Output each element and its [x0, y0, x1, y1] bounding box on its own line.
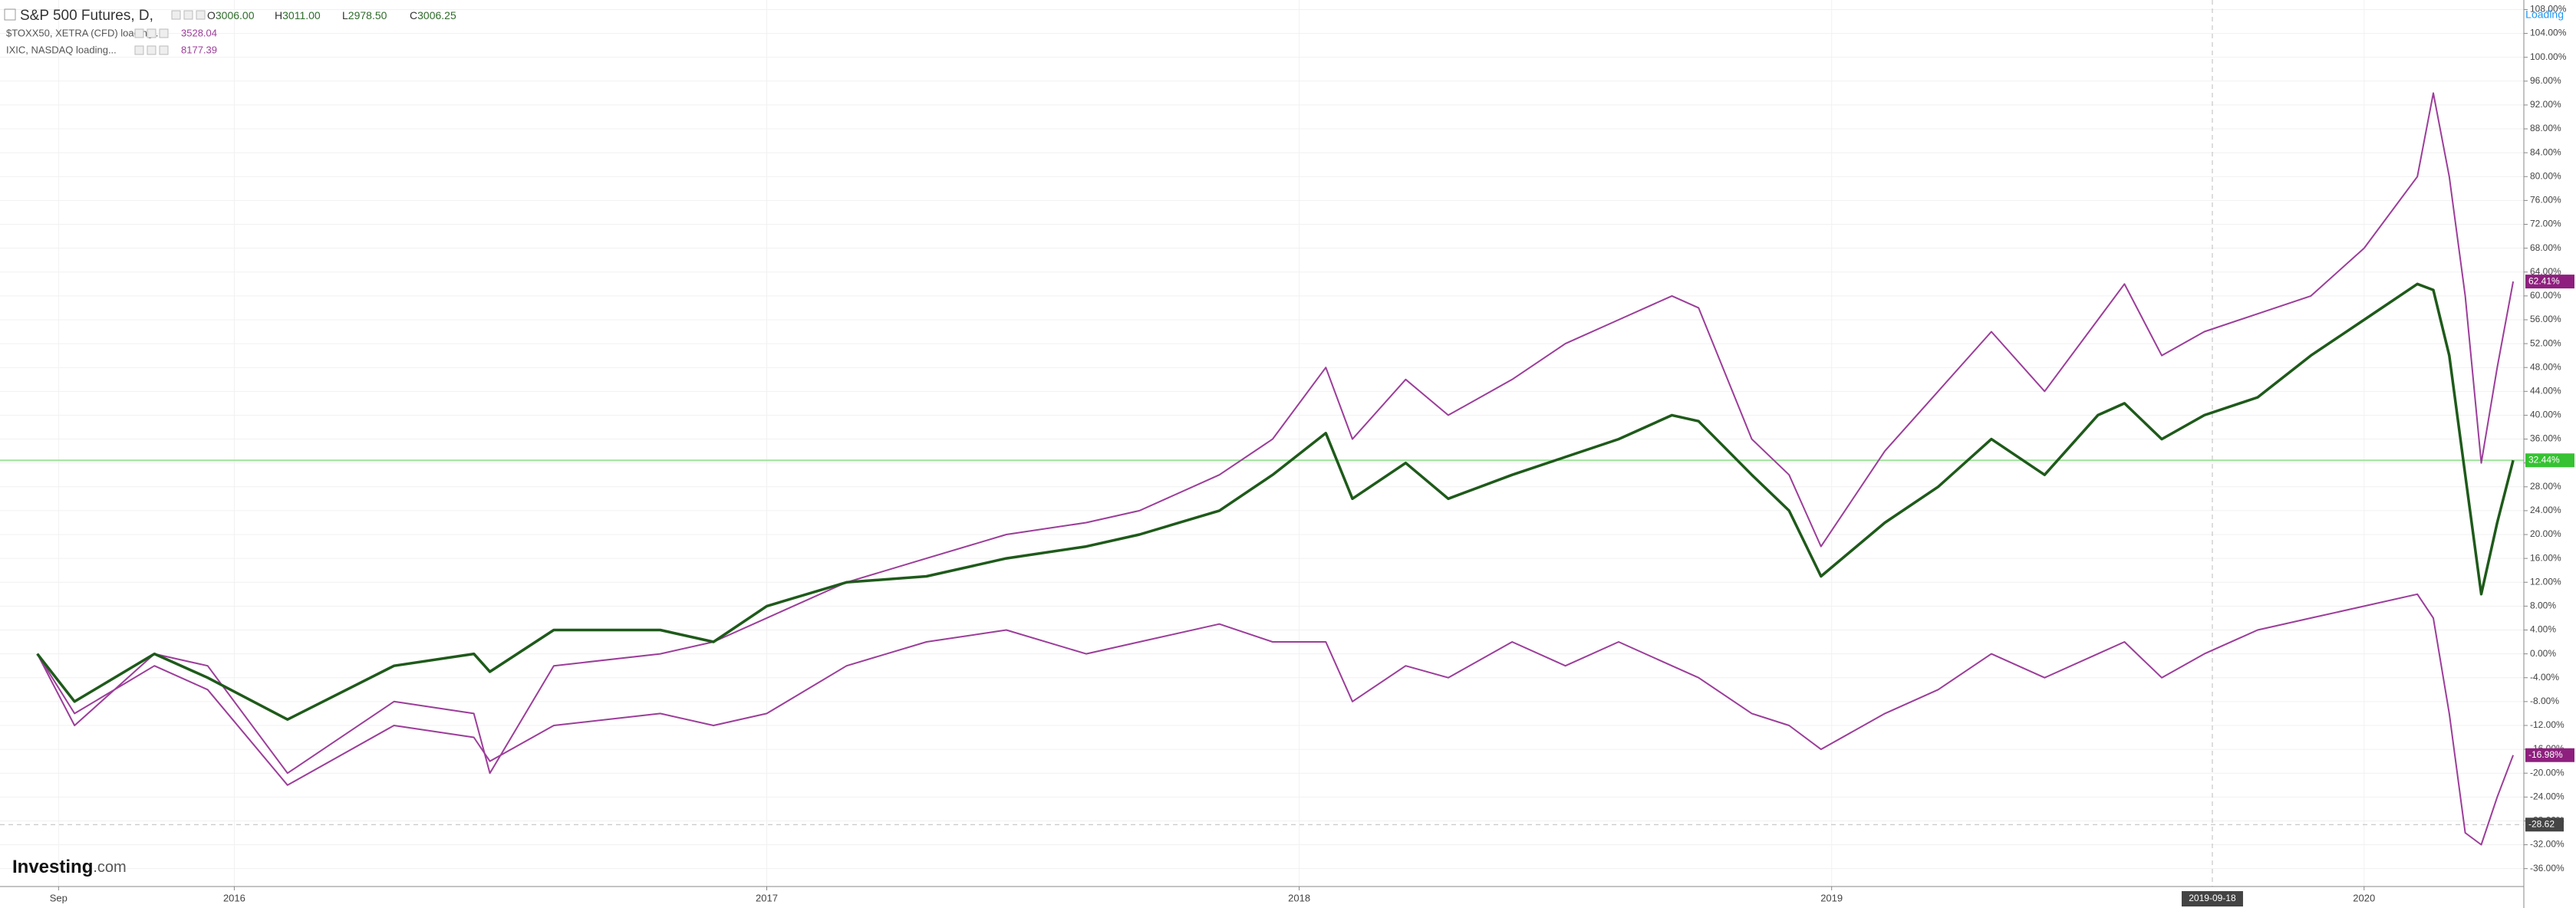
y-tick-label: 104.00% — [2530, 28, 2567, 38]
y-tick-label: -32.00% — [2530, 839, 2564, 850]
y-tick-label: 96.00% — [2530, 75, 2561, 86]
logo: Investing.com — [12, 857, 127, 877]
legend-button[interactable] — [147, 45, 156, 55]
x-tick-label: 2016 — [223, 892, 245, 903]
y-tick-label: 16.00% — [2530, 552, 2561, 563]
x-tick-label: 2020 — [2353, 892, 2375, 903]
ohlc-entry: C3006.25 — [410, 9, 456, 21]
y-tick-label: 48.00% — [2530, 361, 2561, 372]
x-tick-label: 2017 — [756, 892, 778, 903]
grid — [0, 0, 2524, 887]
y-tick-label: 12.00% — [2530, 576, 2561, 587]
logo-suffix: .com — [93, 859, 126, 876]
y-tick-label: 76.00% — [2530, 195, 2561, 206]
y-tick-label: 44.00% — [2530, 385, 2561, 396]
crosshair-y-label: -28.62 — [2528, 818, 2555, 829]
legend-last-value: 8177.39 — [181, 44, 217, 55]
plot — [36, 92, 2515, 846]
collapse-icon[interactable] — [4, 8, 16, 21]
ohlc-value: 3006.25 — [417, 9, 456, 21]
logo-brand: Investing — [12, 857, 93, 877]
y-tick-label: 80.00% — [2530, 170, 2561, 181]
legend-button[interactable] — [196, 10, 206, 20]
y-tick-label: 36.00% — [2530, 433, 2561, 444]
price-label-box — [2525, 453, 2574, 468]
y-tick-label: 24.00% — [2530, 505, 2561, 515]
price-label: 62.41% — [2528, 275, 2560, 286]
y-tick-label: -24.00% — [2530, 791, 2564, 801]
y-tick-label: 92.00% — [2530, 99, 2561, 110]
y-tick-label: -36.00% — [2530, 863, 2564, 873]
y-tick-label: 56.00% — [2530, 314, 2561, 324]
ohlc-name: C — [410, 9, 417, 21]
y-tick-label: -4.00% — [2530, 672, 2559, 683]
y-tick-label: 0.00% — [2530, 648, 2556, 659]
y-tick-label: 68.00% — [2530, 242, 2561, 253]
price-label-box — [2525, 748, 2574, 762]
y-tick-label: 52.00% — [2530, 337, 2561, 348]
price-label: 32.44% — [2528, 454, 2560, 465]
ohlc-entry: O3006.00 — [207, 9, 255, 21]
y-tick-label: 88.00% — [2530, 123, 2561, 133]
legend-last-value: 3528.04 — [181, 27, 217, 38]
y-tick-label: -20.00% — [2530, 767, 2564, 778]
legend-button[interactable] — [171, 10, 181, 20]
y-tick-label: -12.00% — [2530, 719, 2564, 730]
price-label-box — [2525, 275, 2574, 289]
ohlc-entry: L2978.50 — [342, 9, 387, 21]
ohlc-value: 3011.00 — [282, 9, 321, 21]
y-tick-label: -8.00% — [2530, 696, 2559, 706]
y-tick-label: 60.00% — [2530, 290, 2561, 301]
legend-entry: $TOXX50, XETRA (CFD) loading... — [6, 27, 161, 38]
y-tick-label: 40.00% — [2530, 410, 2561, 420]
ohlc-entry: H3011.00 — [275, 9, 321, 21]
crosshair-x-box — [2181, 891, 2243, 906]
ohlc-value: 2978.50 — [348, 9, 387, 21]
y-tick-label: 100.00% — [2530, 51, 2567, 62]
y-tick-label: 4.00% — [2530, 624, 2556, 635]
y-tick-label: 28.00% — [2530, 481, 2561, 492]
legend-button[interactable] — [134, 28, 144, 38]
axes: -36.00%-32.00%-28.00%-24.00%-20.00%-16.0… — [50, 4, 2574, 906]
x-tick-label: Sep — [50, 892, 68, 903]
legend-entry: IXIC, NASDAQ loading... — [6, 44, 117, 55]
legend: S&P 500 Futures, D, O3006.00 H3011.00 L297… — [4, 8, 456, 55]
legend-button[interactable] — [159, 45, 169, 55]
series-line — [36, 92, 2515, 775]
x-tick-label: 2019 — [1820, 892, 1843, 903]
legend-button[interactable] — [183, 10, 193, 20]
ohlc-name: O — [207, 9, 216, 21]
y-tick-label: 72.00% — [2530, 219, 2561, 229]
y-tick-label: 8.00% — [2530, 600, 2556, 611]
y-tick-label: 84.00% — [2530, 146, 2561, 157]
crosshair-y-box — [2525, 818, 2564, 832]
legend-button[interactable] — [159, 28, 169, 38]
series-title: S&P 500 Futures, D, — [20, 8, 153, 24]
legend-button[interactable] — [147, 28, 156, 38]
x-tick-label: 2018 — [1288, 892, 1310, 903]
series-line — [36, 593, 2515, 846]
y-tick-label: 108.00% — [2530, 4, 2567, 15]
series-line — [36, 282, 2515, 721]
price-label: -16.98% — [2528, 749, 2563, 760]
ohlc-name: L — [342, 9, 348, 21]
y-tick-label: 64.00% — [2530, 266, 2561, 277]
ohlc-value: 3006.00 — [216, 9, 255, 21]
legend-button[interactable] — [134, 45, 144, 55]
y-tick-label: 20.00% — [2530, 528, 2561, 539]
ohlc-name: H — [275, 9, 282, 21]
crosshair-x-label: 2019-09-18 — [2189, 893, 2236, 903]
status: Loading — [2525, 8, 2564, 21]
